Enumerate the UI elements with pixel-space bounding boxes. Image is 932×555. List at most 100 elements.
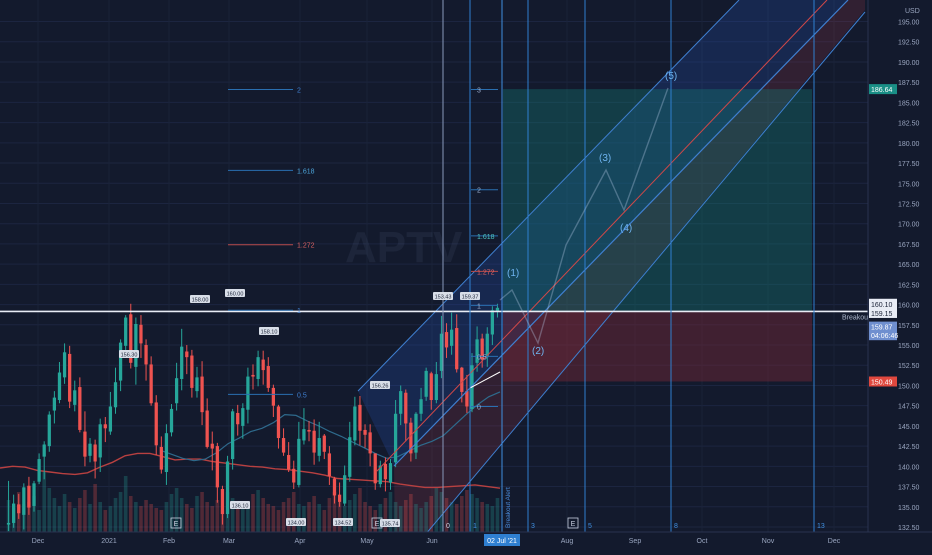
event-marker-box[interactable] <box>170 517 182 529</box>
time-axis-bg <box>0 532 932 550</box>
candle-body <box>404 392 408 424</box>
candle-body <box>327 453 332 477</box>
volume-bar <box>215 500 220 532</box>
volume-bar <box>332 492 337 532</box>
volume-bar <box>434 488 439 532</box>
time-tick: Feb <box>163 538 175 545</box>
volume-bar <box>149 504 153 532</box>
fib-mid-label: 0.5 <box>477 354 487 361</box>
volume-bar <box>103 510 108 532</box>
candle-body <box>276 406 281 439</box>
candle-body <box>220 488 225 515</box>
volume-bar <box>276 510 281 532</box>
volume-bar <box>470 494 474 532</box>
candle-body <box>495 307 500 312</box>
candle-body <box>190 355 194 388</box>
candle-body <box>27 485 31 508</box>
price-tick: 140.00 <box>898 464 920 471</box>
event-marker-label: E <box>174 521 179 528</box>
price-tick: 177.50 <box>898 161 920 168</box>
volume-bar <box>190 508 194 532</box>
volume-bar <box>388 492 393 532</box>
price-tick: 185.00 <box>898 100 920 107</box>
breakout-price-label: 159.15 <box>871 311 893 318</box>
volume-bar <box>128 496 133 532</box>
price-tick: 172.50 <box>898 201 920 208</box>
price-tick: 175.00 <box>898 181 920 188</box>
volume-bar <box>353 494 357 532</box>
volume-bar <box>460 496 464 532</box>
fib-left-label: 2 <box>297 87 301 94</box>
price-tick: 187.50 <box>898 80 920 87</box>
volume-bar <box>205 502 209 532</box>
candle-body <box>281 438 286 453</box>
volume-bar <box>83 490 87 532</box>
volume-bar <box>312 496 316 532</box>
candle-body <box>83 431 87 457</box>
volume-bar <box>113 498 118 532</box>
price-tag-bg <box>286 518 306 526</box>
candle-body <box>343 475 347 504</box>
candle-body <box>465 391 469 407</box>
volume-bar <box>139 506 143 532</box>
volume-bar <box>256 490 260 532</box>
event-marker-box[interactable] <box>371 517 383 529</box>
volume-bar <box>409 494 413 532</box>
stop-zone <box>503 311 812 382</box>
wave-label: (5) <box>665 71 677 82</box>
volume-bar <box>195 496 199 532</box>
volume-bar <box>98 502 102 532</box>
time-fib-label: 3 <box>531 523 535 530</box>
price-tick: 165.00 <box>898 262 920 269</box>
candle-body <box>485 333 489 358</box>
time-tick: Sep <box>629 538 642 545</box>
candle-body <box>302 429 306 441</box>
candle-body <box>185 351 189 358</box>
candle-body <box>399 391 403 414</box>
price-tick: 147.50 <box>898 404 920 411</box>
candle-body <box>236 412 240 425</box>
volume-bar <box>118 492 123 532</box>
price-tag-bg <box>460 292 480 300</box>
time-fib-label: 1 <box>473 523 477 530</box>
volume-bar <box>266 504 271 532</box>
price-tag-bg <box>433 292 453 300</box>
candle-body <box>271 387 276 406</box>
price-tag-bg <box>230 501 250 509</box>
current-date-label: 02 Jul '21 <box>487 538 517 545</box>
candle-body <box>378 465 382 485</box>
time-tick: Oct <box>697 538 708 545</box>
fib-left-label: 1.618 <box>297 168 315 175</box>
volume-bar <box>485 504 490 532</box>
volume-bar <box>337 502 342 532</box>
price-label-upper: 160.10 <box>871 302 893 309</box>
candle-body <box>292 468 296 483</box>
candle-body <box>230 411 235 460</box>
volume-bar <box>210 506 215 532</box>
price-tag-bg <box>225 289 245 297</box>
candle-body <box>419 399 423 414</box>
candle-body <box>414 413 418 453</box>
candle-body <box>363 429 367 435</box>
price-tag: 156.26 <box>372 384 389 390</box>
volume-bar <box>439 492 444 532</box>
target-price-label-bg <box>869 84 897 95</box>
event-marker-box[interactable] <box>567 517 579 529</box>
price-tick: 132.50 <box>898 525 920 532</box>
time-tick: May <box>360 538 374 545</box>
candle-body <box>93 444 97 462</box>
candle-body <box>200 376 204 413</box>
time-fib-label: 0 <box>446 523 450 530</box>
channel-top-line <box>357 0 740 392</box>
volume-bar <box>327 498 332 532</box>
volume-bar <box>67 502 72 532</box>
volume-bar <box>404 500 408 532</box>
candle-body <box>57 372 62 401</box>
candle-body <box>373 453 377 484</box>
candle-body <box>169 408 174 433</box>
candle-body <box>22 487 26 515</box>
candle-body <box>424 370 428 397</box>
price-tag-bg <box>119 350 139 358</box>
